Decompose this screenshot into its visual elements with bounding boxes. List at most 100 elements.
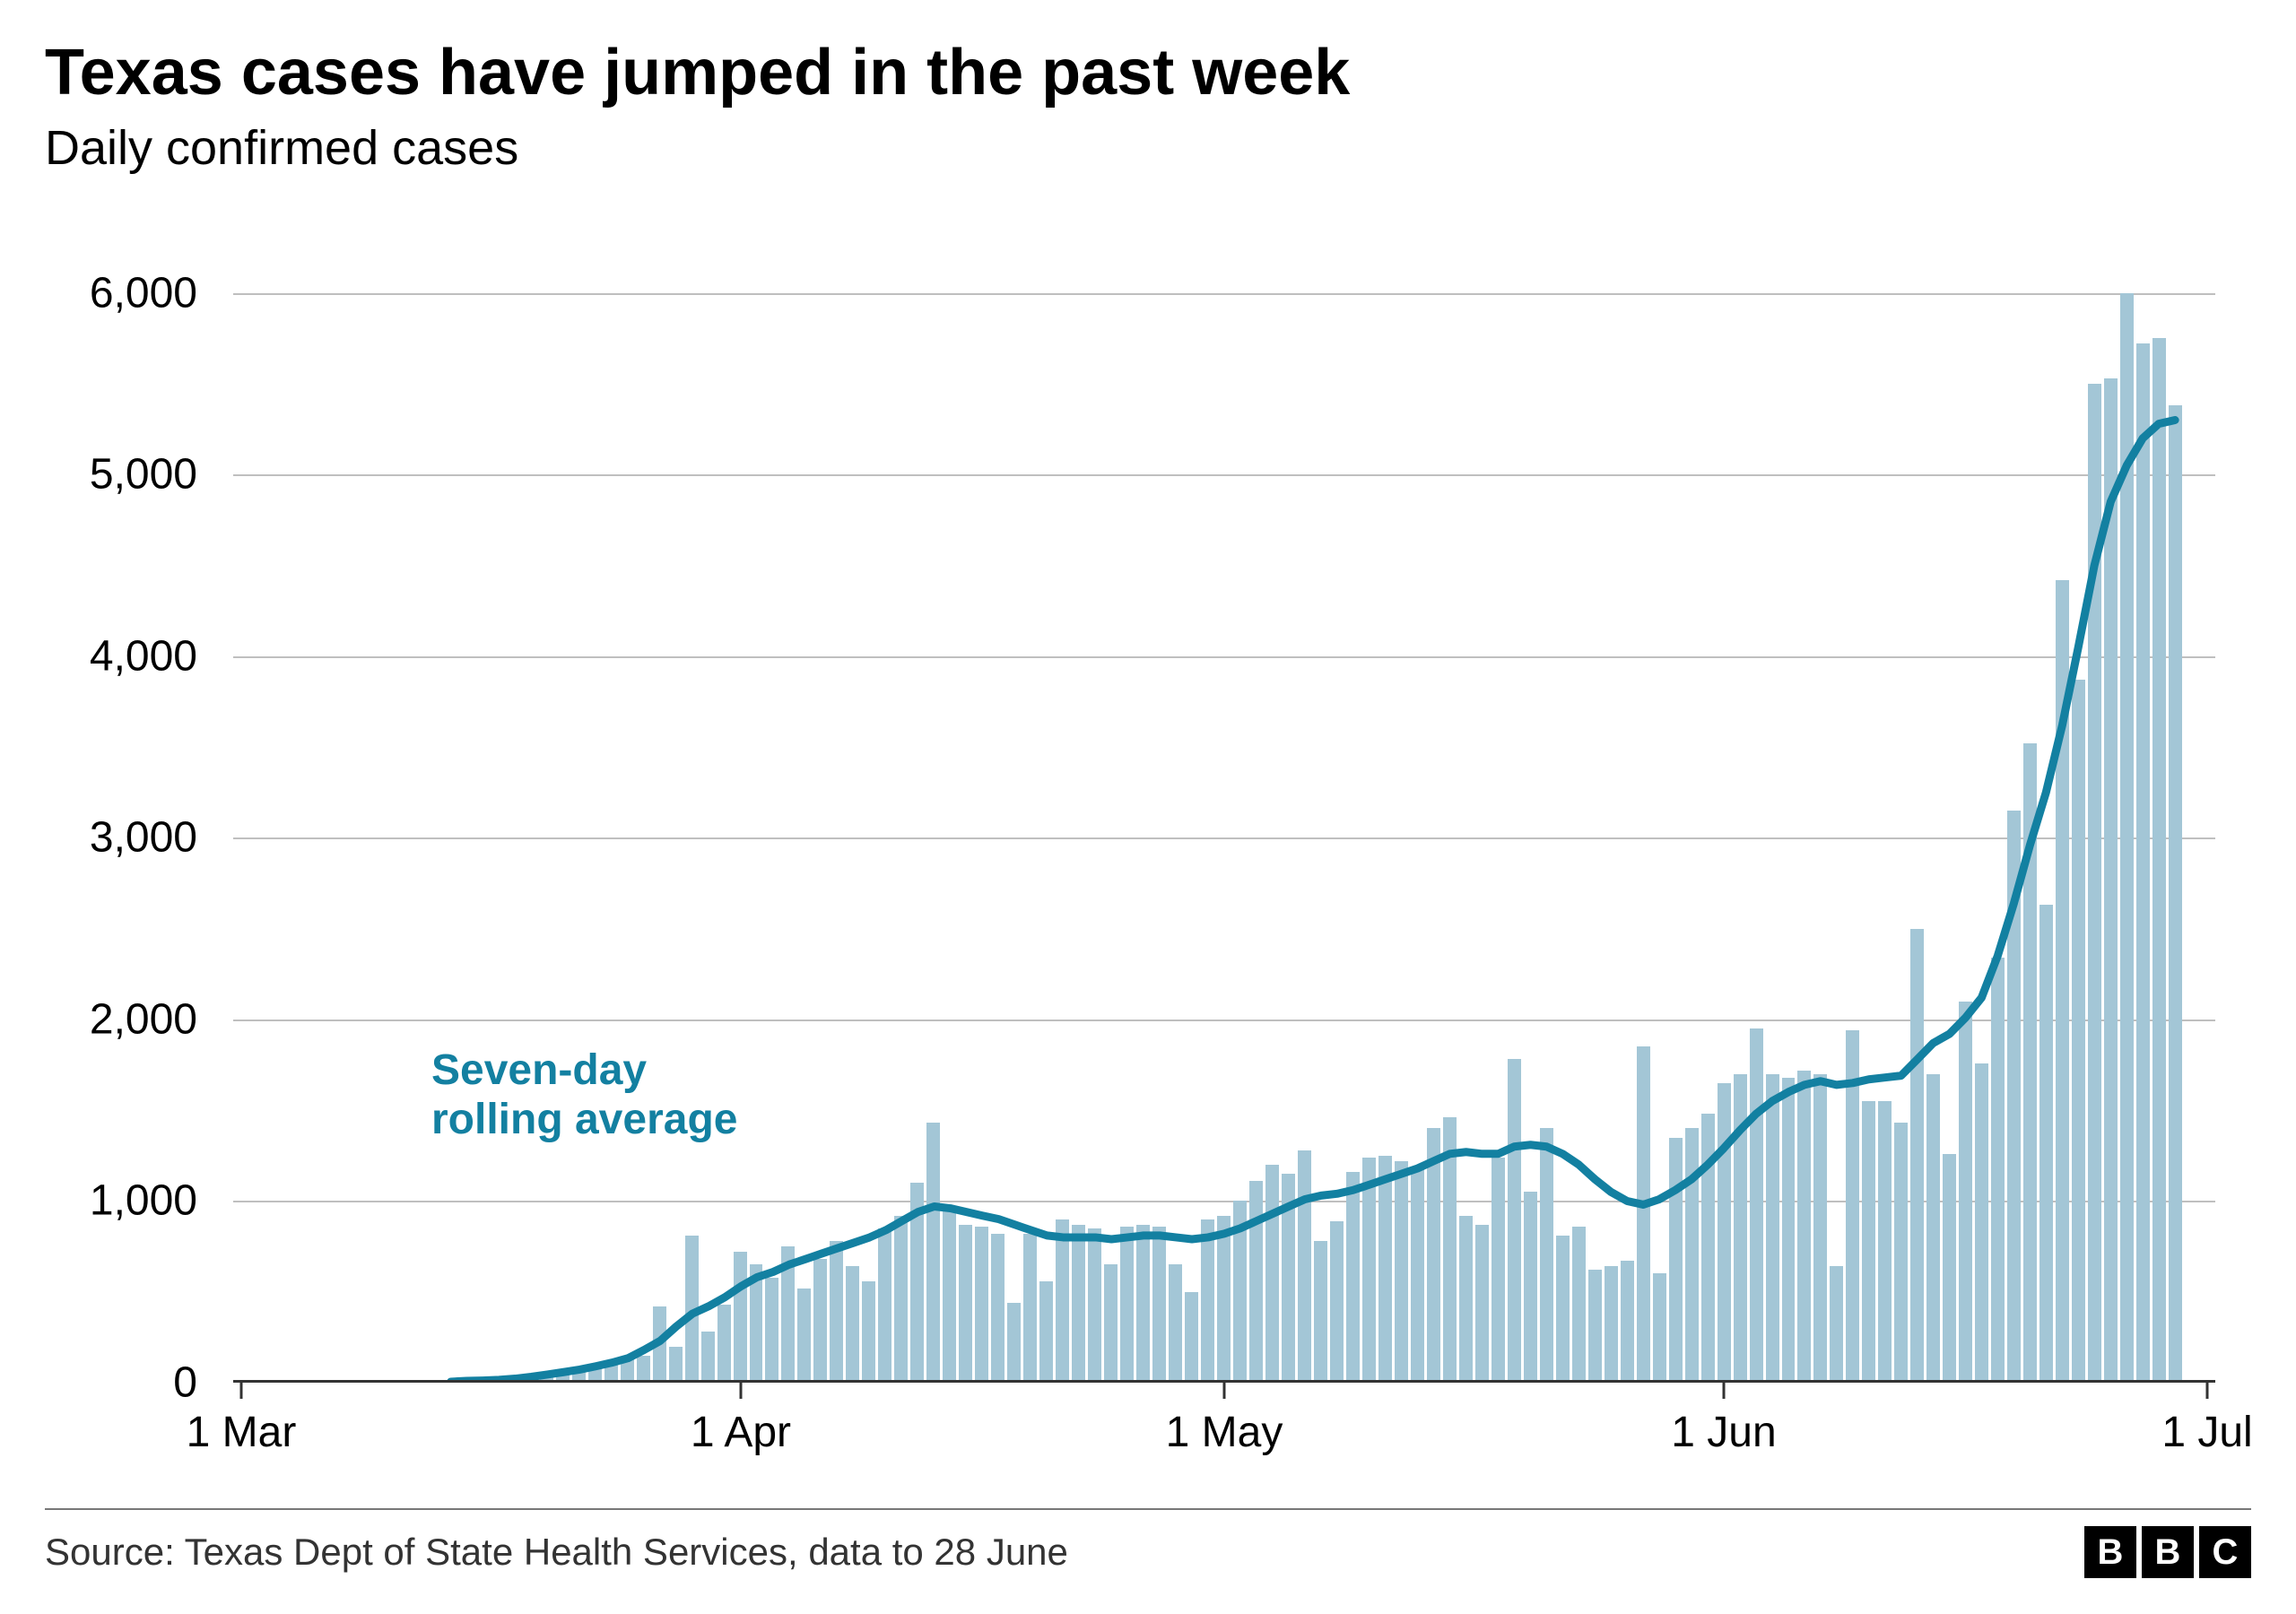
bars-group (233, 239, 2215, 1383)
bar (1975, 1063, 1988, 1383)
bar (1104, 1264, 1118, 1383)
grid-area: Seven-day rolling average (233, 239, 2215, 1383)
x-axis: 1 Mar1 Apr1 May1 Jun1 Jul (233, 1383, 2215, 1490)
bar (1217, 1216, 1231, 1383)
x-tick-mark (2206, 1383, 2209, 1399)
x-tick-mark (1722, 1383, 1725, 1399)
bar (1249, 1181, 1263, 1383)
bar (1330, 1221, 1344, 1383)
x-tick-label: 1 Jun (1671, 1408, 1776, 1457)
bar (1395, 1161, 1408, 1383)
bar (1023, 1234, 1037, 1383)
bar (878, 1228, 891, 1383)
bar (1556, 1236, 1570, 1383)
bar (1718, 1083, 1731, 1383)
bar (669, 1347, 683, 1384)
bar (1475, 1225, 1489, 1383)
bar (1524, 1192, 1537, 1383)
y-tick-label: 5,000 (90, 450, 197, 499)
bar (1169, 1264, 1182, 1383)
bar (813, 1259, 827, 1383)
bar (1508, 1059, 1521, 1383)
bar (2104, 378, 2118, 1383)
bar (1926, 1074, 1940, 1383)
bar (1427, 1128, 1440, 1383)
bar (1298, 1150, 1311, 1383)
x-tick-mark (739, 1383, 742, 1399)
bar (2023, 743, 2037, 1383)
bar (1314, 1241, 1327, 1383)
bar (926, 1123, 940, 1383)
bar (1136, 1225, 1150, 1383)
bar (1653, 1273, 1666, 1383)
bar (797, 1289, 811, 1383)
bar (1797, 1071, 1811, 1383)
y-tick-label: 0 (173, 1358, 197, 1408)
bar (1991, 958, 2005, 1383)
bar (2072, 680, 2085, 1383)
footer: Source: Texas Dept of State Health Servi… (45, 1508, 2251, 1578)
bar (1750, 1028, 1763, 1383)
source-text: Source: Texas Dept of State Health Servi… (45, 1531, 1068, 1574)
bar (1830, 1266, 1843, 1383)
bar (1572, 1227, 1586, 1383)
bar (750, 1264, 763, 1383)
bar (1621, 1261, 1634, 1383)
line-annotation: Seven-day rolling average (431, 1046, 737, 1144)
bar (1056, 1219, 1069, 1383)
bar (653, 1306, 666, 1383)
y-tick-label: 2,000 (90, 994, 197, 1044)
bar (959, 1225, 972, 1383)
bar (1540, 1128, 1553, 1383)
bar (734, 1252, 747, 1383)
bar (2056, 580, 2069, 1383)
bar (1282, 1174, 1295, 1383)
bar (1152, 1227, 1166, 1383)
chart-subtitle: Daily confirmed cases (45, 120, 2251, 176)
bar (637, 1356, 650, 1383)
bar (1701, 1114, 1715, 1383)
bar (1637, 1046, 1650, 1383)
y-tick-label: 3,000 (90, 813, 197, 863)
bar (830, 1241, 843, 1383)
bar (1185, 1292, 1198, 1383)
bar (991, 1234, 1004, 1383)
chart-title: Texas cases have jumped in the past week (45, 36, 2251, 109)
bbc-logo: BBC (2084, 1526, 2251, 1578)
bbc-logo-letter: B (2084, 1526, 2136, 1578)
bar (685, 1236, 699, 1383)
bar (1813, 1074, 1827, 1383)
bar (1459, 1216, 1473, 1383)
bar (1846, 1030, 1859, 1383)
annotation-line1: Seven-day (431, 1046, 647, 1094)
bar (765, 1278, 778, 1383)
x-tick-mark (1223, 1383, 1226, 1399)
y-tick-label: 4,000 (90, 631, 197, 681)
bar (2152, 338, 2166, 1383)
x-tick-label: 1 Jul (2161, 1408, 2252, 1457)
x-tick-label: 1 Apr (691, 1408, 791, 1457)
bar (1766, 1074, 1779, 1383)
x-tick-label: 1 May (1166, 1408, 1283, 1457)
bar (894, 1216, 908, 1383)
bar (1201, 1219, 1214, 1383)
bbc-logo-letter: C (2199, 1526, 2251, 1578)
bar (2120, 293, 2134, 1383)
bar (1120, 1227, 1134, 1383)
bar (2136, 343, 2150, 1383)
bar (1362, 1158, 1376, 1383)
bar (1910, 929, 1924, 1383)
bar (1233, 1201, 1247, 1383)
bar (1862, 1101, 1875, 1383)
bar (1007, 1303, 1021, 1383)
bar (1492, 1158, 1505, 1383)
bar (910, 1183, 924, 1383)
bar (1669, 1138, 1683, 1383)
y-axis: 01,0002,0003,0004,0005,0006,000 (54, 239, 215, 1383)
bar (1346, 1172, 1360, 1383)
bar (975, 1227, 988, 1383)
bar (781, 1246, 795, 1383)
y-tick-label: 1,000 (90, 1176, 197, 1226)
plot-area: 01,0002,0003,0004,0005,0006,000 Seven-da… (54, 239, 2251, 1490)
bar (2039, 905, 2053, 1383)
